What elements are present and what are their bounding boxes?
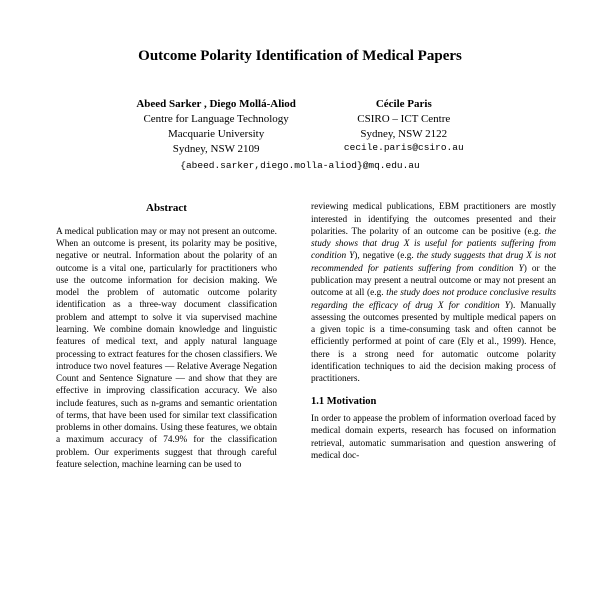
author-names-right: Cécile Paris	[344, 97, 464, 112]
email-left: {abeed.sarker,diego.molla-aliod}@mq.edu.…	[44, 160, 556, 171]
body-columns: Abstract A medical publication may or ma…	[44, 201, 556, 471]
motivation-paragraph: In order to appease the problem of infor…	[311, 413, 556, 462]
abstract-body: A medical publication may or may not pre…	[44, 226, 289, 471]
affil-right-1: CSIRO – ICT Centre	[344, 112, 464, 127]
intro-text-b: ), negative (e.g.	[354, 251, 416, 261]
affil-left-2: Macquarie University	[136, 127, 296, 142]
affil-left-1: Centre for Language Technology	[136, 112, 296, 127]
paper-title: Outcome Polarity Identification of Medic…	[44, 48, 556, 65]
right-column: reviewing medical publications, EBM prac…	[311, 201, 556, 471]
intro-text-d: ). Manually assessing the outcomes prese…	[311, 301, 556, 385]
email-right: cecile.paris@csiro.au	[344, 142, 464, 155]
author-names-left: Abeed Sarker , Diego Mollá-Aliod	[136, 97, 296, 112]
left-column: Abstract A medical publication may or ma…	[44, 201, 289, 471]
affil-right-2: Sydney, NSW 2122	[344, 127, 464, 142]
intro-paragraph: reviewing medical publications, EBM prac…	[311, 201, 556, 385]
author-block-left: Abeed Sarker , Diego Mollá-Aliod Centre …	[136, 97, 296, 156]
section-1-1-heading: 1.1 Motivation	[311, 395, 556, 409]
authors-row: Abeed Sarker , Diego Mollá-Aliod Centre …	[44, 97, 556, 156]
author-block-right: Cécile Paris CSIRO – ICT Centre Sydney, …	[344, 97, 464, 156]
intro-text-a: reviewing medical publications, EBM prac…	[311, 202, 556, 237]
abstract-heading: Abstract	[44, 201, 289, 216]
affil-left-3: Sydney, NSW 2109	[136, 142, 296, 157]
